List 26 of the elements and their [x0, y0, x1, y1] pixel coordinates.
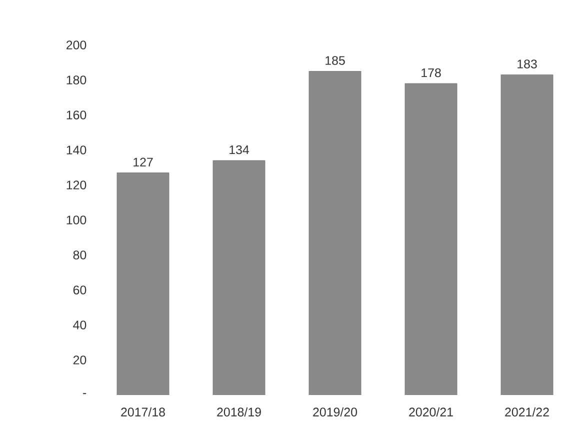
- y-tick-label: 140: [66, 146, 86, 154]
- x-tick-label: 2018/19: [217, 407, 261, 416]
- data-label: 183: [518, 60, 537, 68]
- y-tick-label: -: [83, 393, 86, 394]
- data-label: 127: [134, 158, 153, 166]
- y-tick-label: 80: [73, 250, 86, 260]
- x-tick-label: 2020/21: [409, 407, 453, 416]
- bar: [308, 71, 362, 395]
- bar: [500, 74, 554, 395]
- y-tick-label: 200: [66, 40, 86, 50]
- y-tick-label: 160: [66, 110, 86, 120]
- y-tick-label: 180: [66, 76, 86, 84]
- x-tick-label: 2019/20: [313, 407, 358, 416]
- y-tick-label: 40: [73, 320, 86, 330]
- x-tick-label: 2021/22: [505, 407, 549, 416]
- y-tick-label: 60: [73, 286, 86, 294]
- bar: [116, 172, 170, 395]
- bar: [212, 160, 266, 395]
- y-tick-label: 120: [66, 180, 86, 190]
- y-tick-label: 20: [73, 356, 86, 364]
- x-tick-label: 2017/18: [121, 407, 165, 416]
- y-tick-label: 100: [66, 216, 86, 224]
- bar: [404, 83, 458, 395]
- data-label: 178: [422, 68, 441, 78]
- data-label: 185: [326, 56, 345, 65]
- data-label: 134: [230, 145, 250, 154]
